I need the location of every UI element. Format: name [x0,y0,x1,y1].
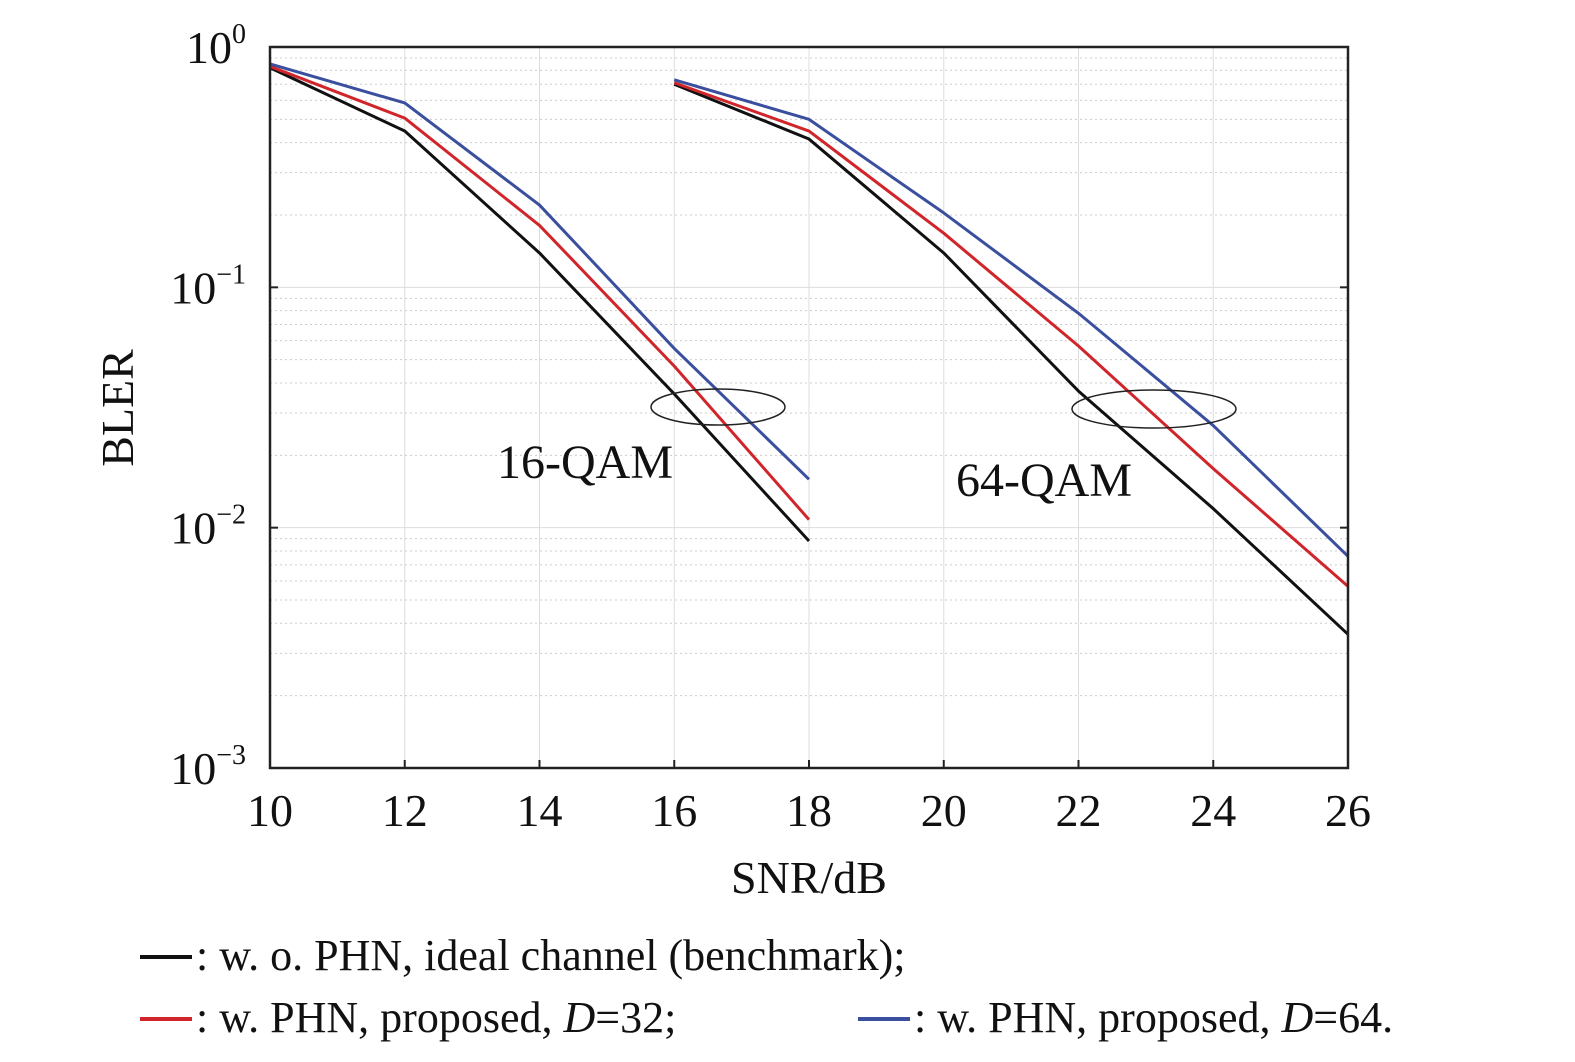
series-line [673,78,1350,558]
y-axis-label: BLER [92,349,143,467]
x-tick-label: 12 [382,785,428,836]
legend: : w. o. PHN, ideal channel (benchmark);:… [140,931,1393,1042]
y-tick-label: 10−1 [170,259,246,313]
series-line [673,81,1349,588]
series-group [269,62,1350,636]
group-ellipse [650,388,786,426]
legend-label: : w. PHN, proposed, D=32; [196,993,676,1042]
x-tick-label: 14 [517,785,563,836]
series-line [269,66,811,543]
legend-label: : w. PHN, proposed, D=64. [914,993,1393,1042]
x-tick-label: 10 [247,785,293,836]
series-line [269,62,811,481]
x-tick-label: 24 [1190,785,1236,836]
group-label: 16-QAM [497,436,673,489]
x-tick-label: 18 [786,785,832,836]
y-tick-label: 100 [186,19,246,73]
y-tick-label: 10−3 [170,740,246,794]
x-axis-label: SNR/dB [731,852,887,903]
group-label: 64-QAM [956,454,1132,507]
annotations: 16-QAM 64-QAM [497,388,1237,507]
series-line [269,65,811,521]
x-tick-label: 22 [1056,785,1102,836]
group-ellipse [1071,389,1237,429]
x-tick-label: 16 [651,785,697,836]
legend-label: : w. o. PHN, ideal channel (benchmark); [196,931,905,980]
x-tick-label: 26 [1325,785,1371,836]
series-line [673,82,1350,636]
x-tick-label: 20 [921,785,967,836]
y-tick-label: 10−2 [170,500,246,554]
ticks: 10 12 14 16 18 20 22 24 26 100 10−1 10−2 10−3 [170,19,1371,836]
